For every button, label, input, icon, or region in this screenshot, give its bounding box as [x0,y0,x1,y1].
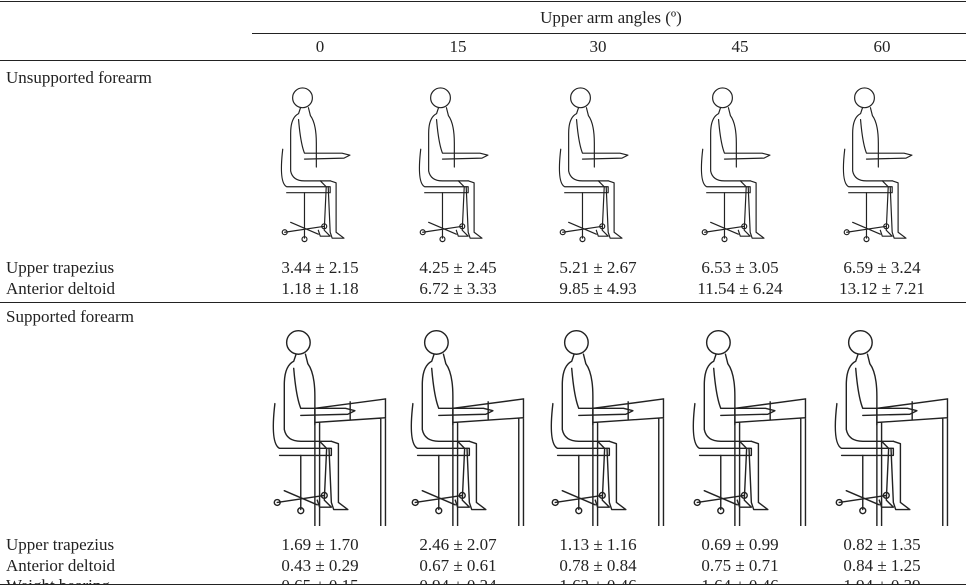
section-label: Supported forearm [6,307,134,327]
cell-value: 0.65 ± 0.15 [281,576,358,585]
posture-illustration [261,84,380,252]
cell-value: 1.64 ± 0.46 [701,576,778,585]
cell-value: 1.94 ± 0.39 [843,576,920,585]
cell-value: 6.72 ± 3.33 [419,279,496,299]
top-rule [0,1,966,2]
cell-value: 0.84 ± 1.25 [843,556,920,576]
cell-value: 1.13 ± 1.16 [559,535,636,555]
cell-value: 0.94 ± 0.24 [419,576,496,585]
cell-value: 0.43 ± 0.29 [281,556,358,576]
posture-illustration [387,326,528,526]
table-page: Upper arm angles (º) 0 15 30 45 60 Unsupporte… [0,0,966,585]
figure-part [843,88,912,242]
cell-value: 4.25 ± 2.45 [419,258,496,278]
figure-part [412,331,494,514]
row-label: Upper trapezius [6,535,114,555]
column-header: 30 [590,37,607,57]
column-header: 60 [874,37,891,57]
header-bottom-rule [0,60,966,61]
cell-value: 9.85 ± 4.93 [559,279,636,299]
row-label: Anterior deltoid [6,279,115,299]
cell-value: 1.62 ± 0.46 [559,576,636,585]
column-header: 45 [732,37,749,57]
cell-value: 0.82 ± 1.35 [843,535,920,555]
figure-part [701,88,770,242]
section-label: Unsupported forearm [6,68,152,88]
posture-illustration [669,326,810,526]
figure-part [281,88,350,242]
row-label: Upper trapezius [6,258,114,278]
cell-value: 5.21 ± 2.67 [559,258,636,278]
posture-illustration [811,326,952,526]
posture-illustration [527,326,668,526]
cell-value: 2.46 ± 2.07 [419,535,496,555]
cell-value: 1.69 ± 1.70 [281,535,358,555]
cell-value: 6.59 ± 3.24 [843,258,920,278]
cell-value: 6.53 ± 3.05 [701,258,778,278]
posture-illustration [823,84,942,252]
figure-part [559,88,628,242]
cell-value: 0.78 ± 0.84 [559,556,636,576]
posture-illustration [399,84,518,252]
cell-value: 0.69 ± 0.99 [701,535,778,555]
figure-part [274,331,356,514]
posture-illustration [539,84,658,252]
section-rule [0,302,966,303]
figure-part [419,88,488,242]
column-header: 15 [450,37,467,57]
cell-value: 1.18 ± 1.18 [281,279,358,299]
cell-value: 0.67 ± 0.61 [419,556,496,576]
figure-part [694,331,776,514]
posture-illustration [249,326,390,526]
header-rule [252,33,966,34]
column-header: 0 [316,37,325,57]
figure-part [836,331,918,514]
header-title: Upper arm angles (º) [540,8,682,28]
posture-illustration [681,84,800,252]
cell-value: 11.54 ± 6.24 [697,279,782,299]
figure-part [552,331,634,514]
cell-value: 3.44 ± 2.15 [281,258,358,278]
cell-value: 0.75 ± 0.71 [701,556,778,576]
row-label: Weight bearing [6,576,110,585]
cell-value: 13.12 ± 7.21 [839,279,925,299]
row-label: Anterior deltoid [6,556,115,576]
